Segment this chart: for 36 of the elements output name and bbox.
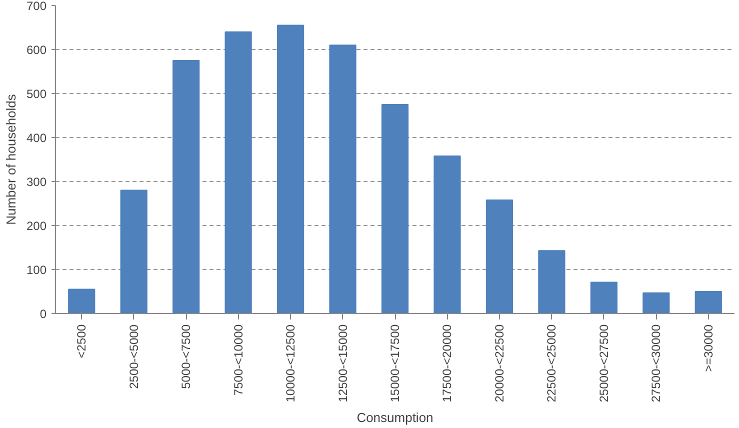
x-tick-label: 22500-<25000 (544, 324, 559, 402)
y-tick-label: 100 (26, 263, 47, 277)
y-tick-label: 600 (26, 43, 47, 57)
bar (486, 199, 514, 314)
x-tick-label: 2500-<5000 (126, 324, 141, 389)
bar (381, 104, 409, 314)
x-tick-label: 25000-<27500 (596, 324, 611, 402)
y-tick-label: 0 (40, 307, 47, 321)
y-tick-label: 400 (26, 131, 47, 145)
bar (120, 190, 148, 314)
x-tick-label: 10000-<12500 (284, 324, 298, 402)
bar (538, 250, 566, 314)
bar (694, 291, 722, 314)
x-tick-label: 12500-<15000 (336, 324, 350, 402)
bar (276, 24, 304, 314)
bar (224, 31, 252, 314)
x-axis-title: Consumption (356, 410, 434, 426)
y-axis-title: Number of households (3, 94, 18, 225)
bar (329, 44, 356, 314)
x-tick-label: <2500 (74, 324, 89, 358)
y-tick-label: 700 (26, 0, 47, 13)
x-tick-label: 7500-<10000 (231, 324, 246, 396)
y-tick-label: 300 (26, 175, 47, 189)
x-tick-label: 20000-<22500 (492, 324, 506, 402)
x-tick-label: 17500-<20000 (440, 324, 454, 402)
y-tick-label: 500 (26, 87, 47, 101)
bar (434, 155, 461, 314)
x-tick-label: >=30000 (701, 324, 716, 372)
x-tick-label: 5000-<7500 (179, 324, 194, 389)
x-tick-label: 27500-<30000 (649, 324, 664, 402)
bar (642, 292, 670, 314)
bar (172, 60, 200, 314)
bar (590, 282, 618, 314)
bar (68, 288, 96, 314)
x-tick-label: 15000-<17500 (388, 324, 402, 402)
y-tick-label: 200 (26, 219, 47, 233)
